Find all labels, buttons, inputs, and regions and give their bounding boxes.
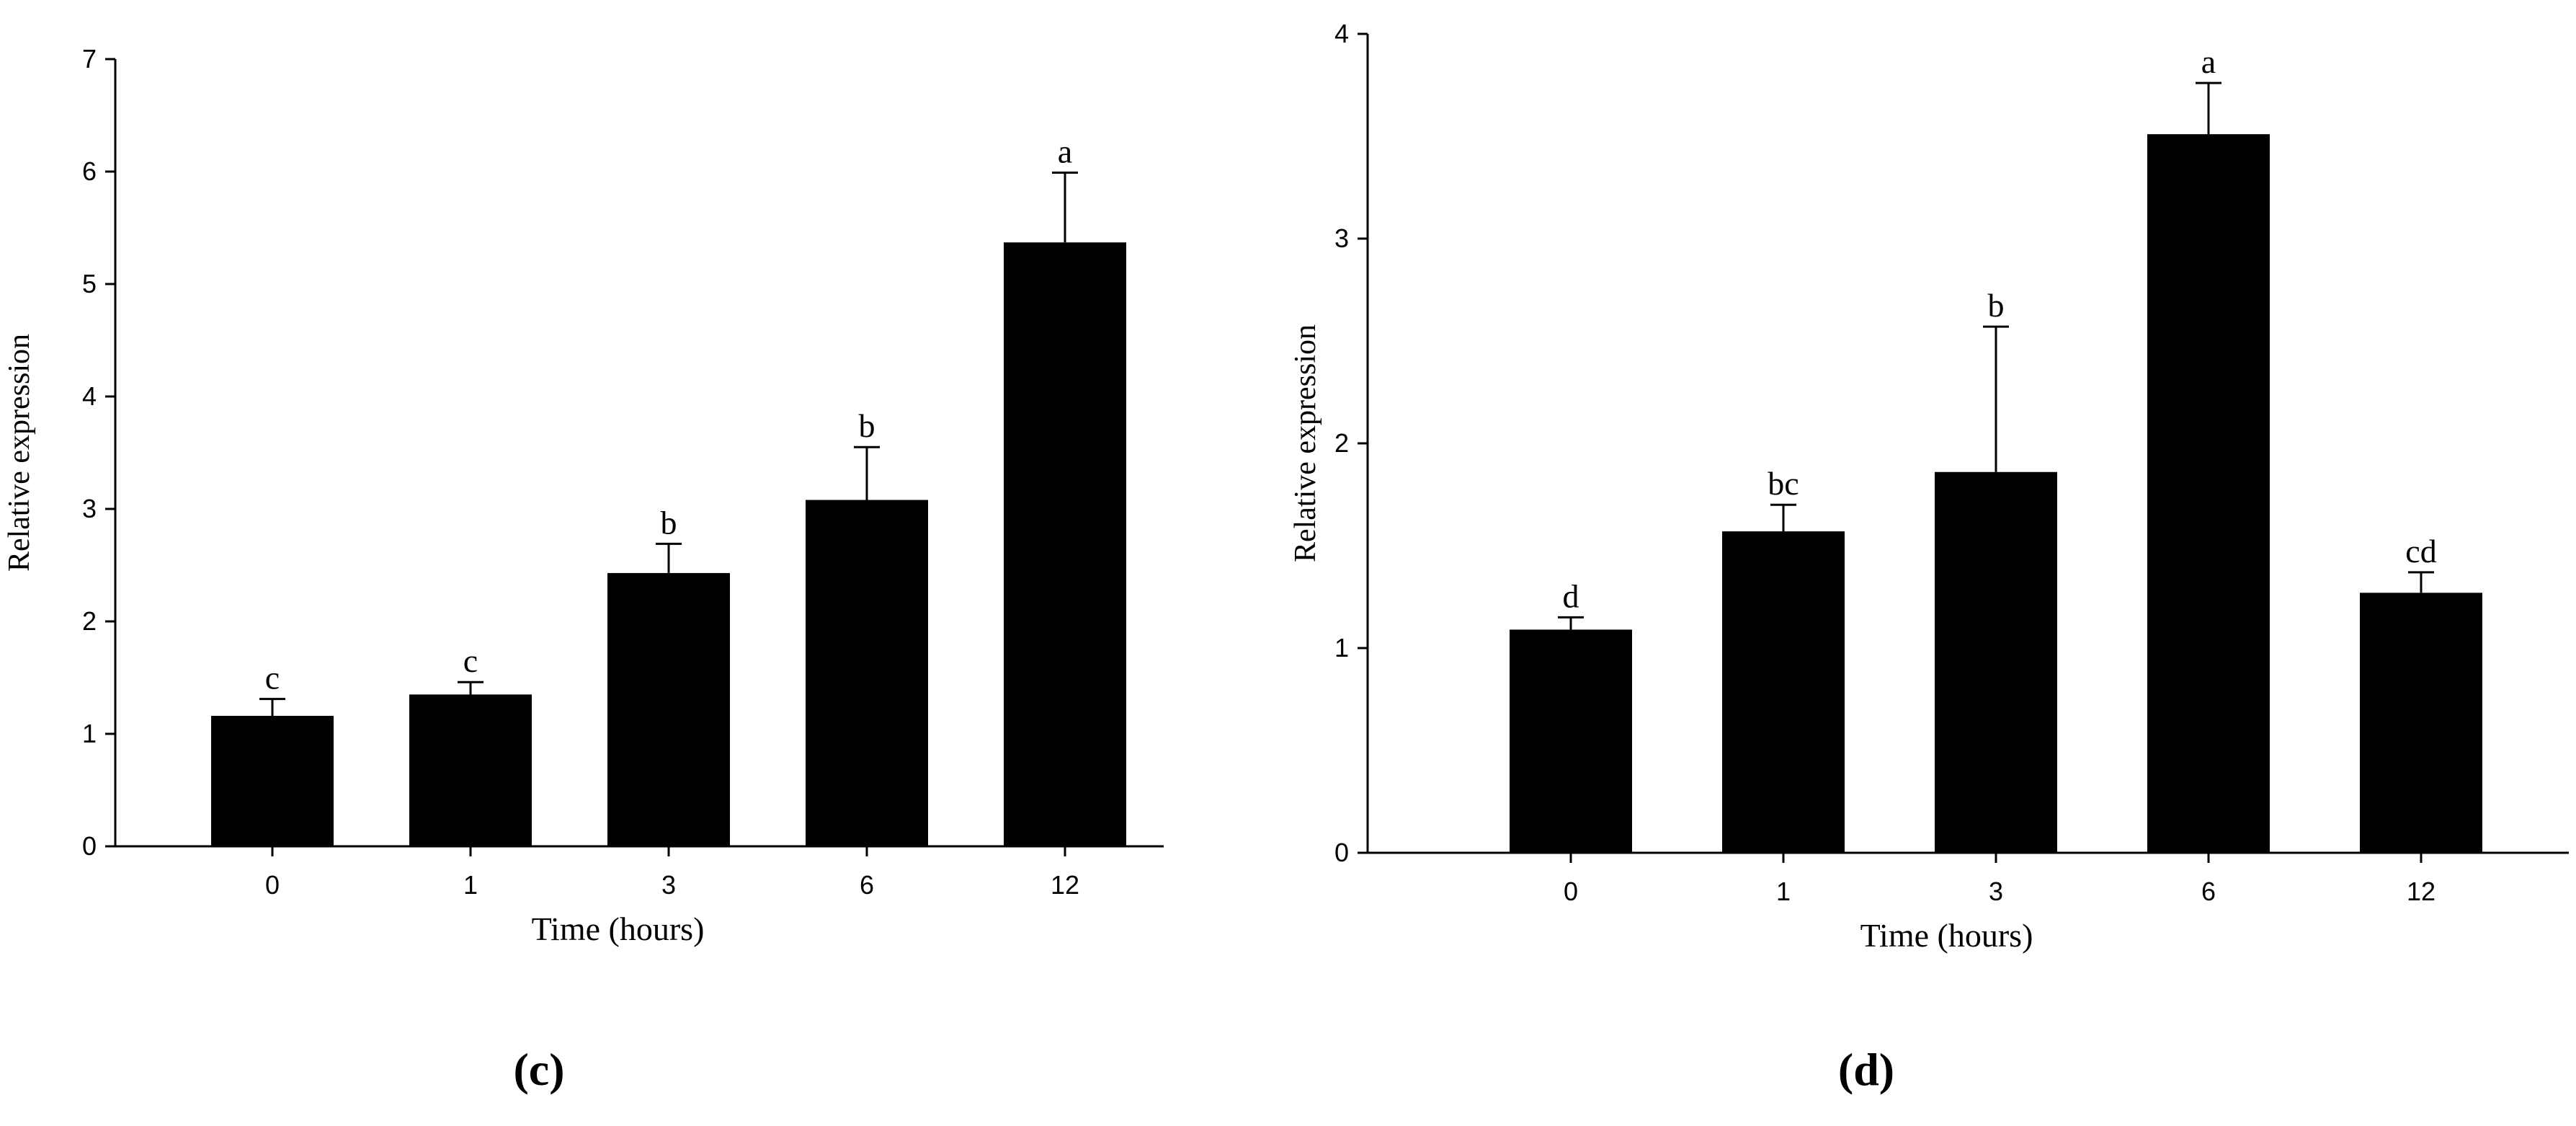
x-tick-label: 6	[860, 870, 874, 900]
y-tick-label: 1	[1334, 633, 1349, 662]
bar	[2147, 134, 2270, 853]
significance-letter: cd	[2405, 533, 2436, 569]
y-tick-label: 2	[1334, 428, 1349, 458]
x-axis-title: Time (hours)	[1860, 917, 2033, 954]
x-axis-title: Time (hours)	[532, 910, 705, 947]
y-tick-label: 4	[1334, 19, 1349, 48]
y-tick-label: 0	[82, 831, 97, 861]
y-tick-label: 1	[82, 719, 97, 748]
bar	[409, 694, 532, 846]
bar	[1935, 471, 2057, 853]
significance-letter: a	[2201, 43, 2216, 80]
x-tick-label: 12	[1051, 870, 1079, 900]
x-tick-label: 12	[2407, 877, 2435, 906]
x-tick-label: 1	[1776, 877, 1791, 906]
significance-letter: a	[1058, 133, 1072, 170]
x-tick-label: 6	[2201, 877, 2216, 906]
panel-label: (c)	[513, 1044, 564, 1095]
bar	[211, 716, 334, 846]
y-axis-title: Relative expression	[1289, 324, 1322, 562]
x-tick-label: 1	[463, 870, 478, 900]
significance-letter: c	[463, 642, 478, 679]
y-tick-label: 4	[82, 381, 97, 411]
y-tick-label: 7	[82, 44, 97, 74]
significance-letter: b	[1988, 287, 2005, 324]
bar	[1722, 531, 1845, 853]
y-tick-label: 0	[1334, 838, 1349, 867]
y-tick-label: 3	[1334, 223, 1349, 253]
x-tick-label: 3	[661, 870, 676, 900]
panel-label: (d)	[1838, 1044, 1894, 1095]
y-axis-title: Relative expression	[3, 334, 36, 572]
bar	[607, 572, 730, 846]
bar	[1510, 629, 1632, 853]
significance-letter: b	[661, 504, 677, 541]
y-tick-label: 3	[82, 494, 97, 523]
significance-letter: d	[1563, 577, 1579, 614]
significance-letter: c	[265, 660, 280, 696]
y-tick-label: 5	[82, 269, 97, 298]
bar	[1004, 242, 1126, 846]
significance-letter: b	[859, 407, 875, 444]
y-tick-label: 2	[82, 606, 97, 636]
x-tick-label: 0	[1564, 877, 1578, 906]
significance-letter: bc	[1768, 465, 1799, 502]
bar	[806, 500, 928, 846]
x-tick-label: 3	[1989, 877, 2003, 906]
bar	[2360, 593, 2482, 853]
y-tick-label: 6	[82, 156, 97, 186]
x-tick-label: 0	[265, 870, 280, 900]
